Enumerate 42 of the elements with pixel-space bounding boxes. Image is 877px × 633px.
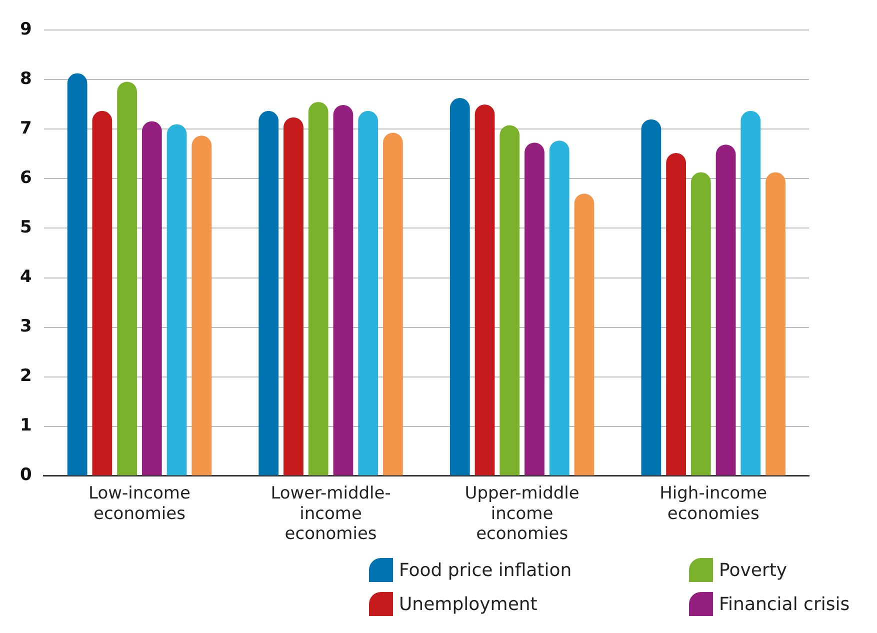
y-tick-label: 1 (20, 416, 32, 436)
y-tick-label: 9 (20, 20, 32, 40)
y-tick-label: 2 (20, 366, 32, 386)
bar (382, 132, 403, 476)
bar (358, 110, 378, 476)
bar (641, 119, 662, 476)
y-tick-label: 0 (20, 465, 32, 486)
bar (474, 104, 495, 476)
bar (117, 82, 137, 476)
legend-label: Poverty (719, 560, 788, 580)
x-tick-label: Low-income economies (88, 483, 190, 524)
legend-label: Food price inflation (399, 560, 572, 580)
bar (258, 110, 279, 476)
bar (308, 102, 328, 476)
bar (500, 125, 520, 476)
y-tick-label: 8 (20, 69, 32, 90)
legend-label: Unemployment (399, 594, 538, 614)
bar (716, 144, 736, 476)
bar (192, 136, 212, 476)
y-tick-label: 3 (20, 316, 32, 337)
bar (549, 140, 570, 476)
bar (284, 117, 304, 476)
y-tick-label: 4 (20, 267, 32, 288)
x-tick-label: Upper-middle income economies (464, 483, 580, 544)
y-tick-label: 7 (20, 118, 32, 139)
bar (666, 152, 686, 476)
bar (740, 110, 761, 476)
bar (166, 124, 187, 476)
x-tick-label: High-income economies (660, 483, 768, 524)
x-tick-label: Lower-middle-income economies (270, 483, 391, 544)
bar (450, 98, 470, 476)
bar (92, 110, 112, 476)
bar (574, 194, 594, 476)
bar (67, 73, 88, 476)
bar (142, 121, 162, 476)
bar (333, 104, 354, 476)
bar (766, 172, 786, 476)
y-tick-label: 6 (20, 168, 32, 188)
legend-label: Financial crisis (719, 594, 850, 614)
bar (690, 172, 711, 476)
y-tick-label: 5 (20, 218, 32, 238)
bar (524, 142, 544, 476)
